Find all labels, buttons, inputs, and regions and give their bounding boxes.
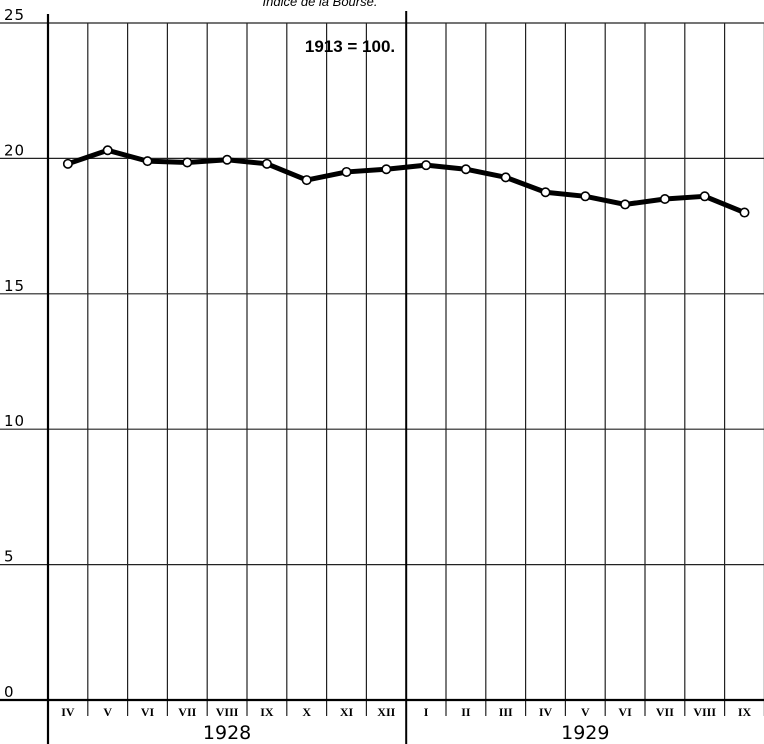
year-label: 1929 bbox=[561, 722, 609, 744]
data-point bbox=[659, 194, 670, 205]
data-point bbox=[341, 166, 352, 177]
x-tick-label: VII bbox=[178, 705, 196, 719]
data-point bbox=[301, 175, 312, 186]
data-point bbox=[102, 145, 113, 156]
y-tick-label: 5 bbox=[4, 548, 15, 566]
data-point bbox=[261, 158, 272, 169]
y-tick-label: 10 bbox=[4, 412, 25, 430]
x-tick-label: VIII bbox=[693, 705, 716, 719]
data-point bbox=[739, 207, 750, 218]
chart-title: Indice de la Bourse. bbox=[263, 0, 378, 9]
y-tick-label: 15 bbox=[4, 277, 25, 295]
data-point bbox=[421, 160, 432, 171]
y-tick-label: 0 bbox=[4, 683, 15, 701]
x-tick-label: X bbox=[302, 705, 311, 719]
data-point bbox=[460, 164, 471, 175]
x-tick-label: VIII bbox=[216, 705, 239, 719]
x-tick-label: IV bbox=[539, 705, 553, 719]
x-tick-label: VI bbox=[141, 705, 155, 719]
data-point bbox=[182, 157, 193, 168]
data-point bbox=[500, 172, 511, 183]
data-point bbox=[381, 164, 392, 175]
data-point bbox=[142, 156, 153, 167]
x-tick-label: V bbox=[581, 705, 590, 719]
data-point bbox=[540, 187, 551, 198]
data-point bbox=[620, 199, 631, 210]
y-tick-label: 20 bbox=[4, 141, 25, 159]
x-tick-label: II bbox=[461, 705, 471, 719]
x-tick-label: III bbox=[499, 705, 513, 719]
index-base-note: 1913 = 100. bbox=[305, 37, 395, 56]
x-tick-label: V bbox=[103, 705, 112, 719]
data-point bbox=[62, 158, 73, 169]
data-point bbox=[580, 191, 591, 202]
x-tick-label: XI bbox=[340, 705, 354, 719]
x-tick-label: IX bbox=[738, 705, 752, 719]
gridlines bbox=[0, 22, 764, 716]
x-tick-label: IX bbox=[260, 705, 274, 719]
x-tick-label: IV bbox=[61, 705, 75, 719]
axes bbox=[0, 11, 764, 744]
series-line bbox=[65, 147, 747, 216]
year-label: 1928 bbox=[203, 722, 251, 744]
y-tick-label: 25 bbox=[4, 6, 25, 24]
x-tick-label: VI bbox=[618, 705, 632, 719]
x-tick-label: XII bbox=[377, 705, 395, 719]
series bbox=[62, 145, 750, 218]
data-point bbox=[222, 154, 233, 165]
x-tick-label: I bbox=[424, 705, 429, 719]
x-tick-label: VII bbox=[656, 705, 674, 719]
data-point bbox=[699, 191, 710, 202]
labels: Indice de la Bourse. 1913 = 100. 0 5 10 15 2… bbox=[4, 0, 751, 744]
